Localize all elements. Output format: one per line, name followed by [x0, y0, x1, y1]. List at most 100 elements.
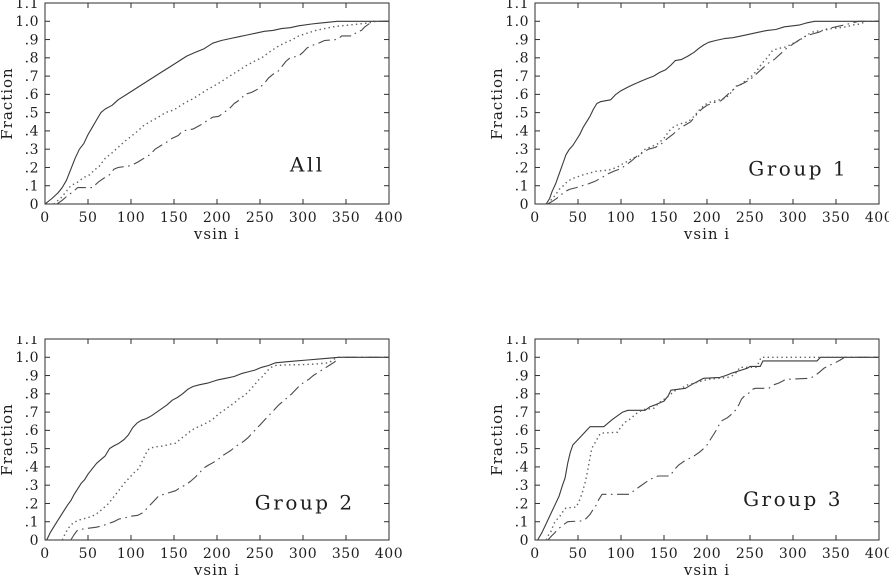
y-tick-label: .3 [515, 142, 529, 158]
x-tick-label: 200 [203, 546, 231, 562]
y-tick-label: 0 [30, 197, 39, 213]
x-tick-label: 200 [693, 546, 721, 562]
y-tick-label: .2 [515, 496, 529, 512]
x-axis-label: vsin i [683, 561, 730, 576]
plot-svg: 0 50 100 150 200 250 300 350 4000.1.2.3.4.5.6.7.… [490, 336, 889, 576]
x-tick-label: 400 [865, 210, 889, 226]
y-tick-label: .5 [25, 441, 39, 457]
series-line-dotted [53, 20, 389, 205]
panel-group-2: 0 50 100 150 200 250 300 350 400 0.1.2.3.4.5.6.7.… [0, 336, 404, 576]
y-tick-label: .4 [515, 460, 529, 476]
x-tick-label: 300 [779, 546, 807, 562]
y-tick-label: .3 [515, 478, 529, 494]
y-tick-label: 1.0 [505, 14, 529, 30]
y-tick-label: 0 [30, 533, 39, 549]
plot-svg: 0 50 100 150 200 250 300 350 4000.1.2.3.4.5.6.7.… [490, 0, 889, 240]
panel-label: Group 1 [748, 156, 848, 180]
y-axis-label: Fraction [0, 403, 16, 475]
x-tick-label: 150 [650, 210, 678, 226]
plot-svg: 0 50 100 150 200 250 300 350 4000.1.2.3.4.5.6.7.… [0, 336, 403, 576]
y-tick-label: .1 [515, 515, 529, 531]
y-tick-label: .8 [25, 51, 39, 67]
y-tick-label: .4 [515, 124, 529, 140]
y-axis-label: Fraction [0, 67, 16, 139]
y-tick-label: 1.0 [15, 350, 39, 366]
series-line-dotted [547, 20, 879, 205]
series-line-dotted [61, 356, 389, 541]
y-tick-label: .3 [25, 142, 39, 158]
panel-all: 0 50 100 150 200 250 300 350 400 0.1.2.3.4.5.6.7.… [0, 0, 404, 240]
y-tick-label: .8 [515, 51, 529, 67]
x-axis-label: vsin i [683, 225, 730, 240]
x-tick-label: 350 [332, 546, 360, 562]
y-tick-label: 1.0 [15, 14, 39, 30]
y-axis-label: Fraction [490, 403, 506, 475]
y-tick-label: .7 [515, 69, 529, 85]
y-tick-label: .6 [515, 87, 529, 103]
y-axis-label: Fraction [490, 67, 506, 139]
y-tick-label: .6 [25, 423, 39, 439]
x-tick-label: 400 [865, 546, 889, 562]
x-tick-label: 250 [246, 210, 274, 226]
series-line-dash-dot [56, 20, 389, 205]
y-tick-label: 1.1 [505, 336, 529, 348]
y-tick-label: .2 [515, 160, 529, 176]
panel-label: All [289, 153, 325, 177]
x-tick-label: 350 [332, 210, 360, 226]
y-tick-label: .8 [515, 387, 529, 403]
x-tick-label: 250 [246, 546, 274, 562]
y-tick-label: 1.1 [15, 0, 39, 12]
x-tick-label: 50 [79, 546, 98, 562]
y-tick-label: .4 [25, 460, 39, 476]
y-tick-label: 0 [520, 197, 529, 213]
x-tick-label: 100 [607, 210, 635, 226]
y-tick-label: 1.1 [505, 0, 529, 12]
x-tick-label: 100 [607, 546, 635, 562]
y-tick-label: .7 [25, 69, 39, 85]
y-tick-label: .6 [25, 87, 39, 103]
x-tick-label: 0 [530, 210, 539, 226]
x-tick-label: 100 [117, 546, 145, 562]
panel-label: Group 3 [743, 487, 843, 511]
x-axis-label: vsin i [193, 561, 240, 576]
y-tick-label: .5 [515, 105, 529, 121]
y-tick-label: .7 [25, 405, 39, 421]
y-tick-label: 1.1 [15, 336, 39, 348]
x-tick-label: 400 [375, 210, 403, 226]
y-tick-label: .8 [25, 387, 39, 403]
x-tick-label: 350 [822, 210, 850, 226]
y-tick-label: .5 [25, 105, 39, 121]
x-tick-label: 300 [289, 546, 317, 562]
y-tick-label: .1 [25, 515, 39, 531]
y-tick-label: .9 [515, 32, 529, 48]
x-tick-label: 150 [160, 546, 188, 562]
y-tick-label: .9 [515, 368, 529, 384]
y-tick-label: .2 [25, 160, 39, 176]
y-tick-label: .9 [25, 32, 39, 48]
x-tick-label: 0 [530, 546, 539, 562]
x-axis-label: vsin i [193, 225, 240, 240]
series-line-dotted [545, 356, 879, 541]
y-tick-label: .6 [515, 423, 529, 439]
y-tick-label: 0 [520, 533, 529, 549]
plot-svg: 0 50 100 150 200 250 300 350 4000.1.2.3.4.5.6.7.… [0, 0, 403, 240]
series-line-dash-dot [547, 20, 879, 205]
x-tick-label: 300 [289, 210, 317, 226]
x-tick-label: 100 [117, 210, 145, 226]
x-tick-label: 200 [203, 210, 231, 226]
x-tick-label: 350 [822, 546, 850, 562]
y-tick-label: .2 [25, 496, 39, 512]
x-tick-label: 200 [693, 210, 721, 226]
x-tick-label: 250 [736, 546, 764, 562]
y-tick-label: .3 [25, 478, 39, 494]
series-line-solid [545, 20, 879, 205]
y-tick-label: .9 [25, 368, 39, 384]
x-tick-label: 50 [569, 210, 588, 226]
y-tick-label: .5 [515, 441, 529, 457]
y-tick-label: .7 [515, 405, 529, 421]
x-tick-label: 400 [375, 546, 403, 562]
panel-group-3: 0 50 100 150 200 250 300 350 400 0.1.2.3.4.5.6.7.… [490, 336, 889, 576]
x-tick-label: 300 [779, 210, 807, 226]
series-line-dash-dot [547, 356, 879, 541]
